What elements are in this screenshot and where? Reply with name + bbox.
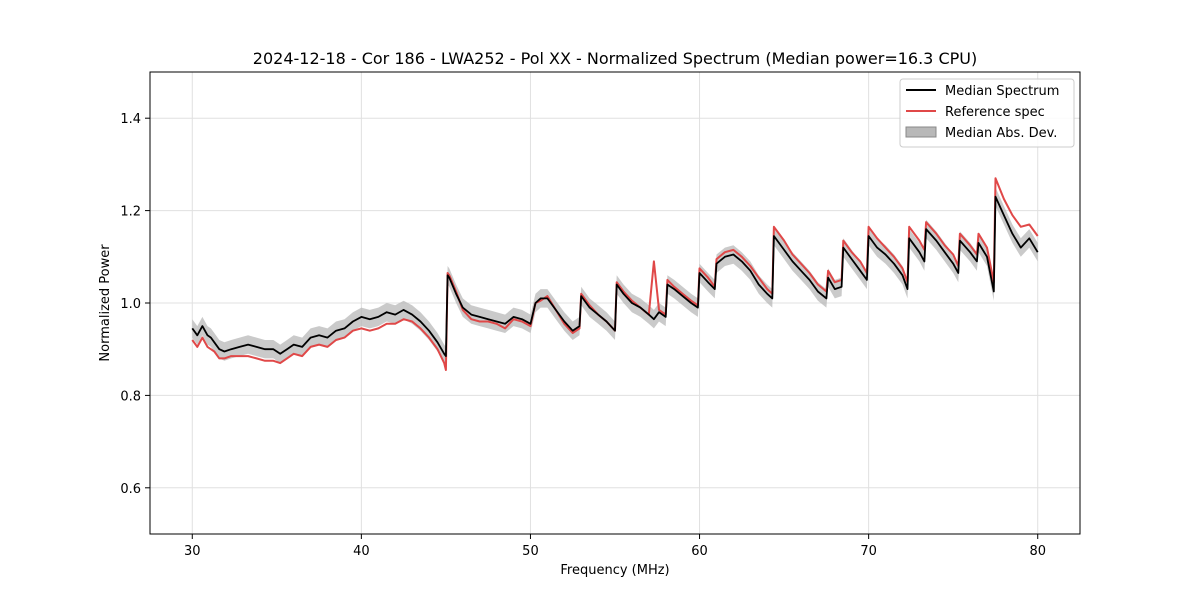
y-tick-label: 0.6 [120,482,141,497]
x-tick-label: 80 [1029,544,1046,559]
plot-area-marks [191,177,1039,371]
legend-median-label: Median Spectrum [945,84,1059,99]
x-tick-label: 60 [691,544,708,559]
x-tick-label: 30 [184,544,201,559]
legend-band-swatch [905,126,937,138]
y-axis-label: Normalized Power [98,244,113,362]
x-axis-label: Frequency (MHz) [560,563,669,578]
legend-box [899,78,1075,148]
y-tick-label: 1.0 [120,297,141,312]
x-axis-ticks: 30 40 50 60 70 80 [184,534,1046,559]
x-tick-label: 50 [522,544,539,559]
reference-spec-line [191,177,1039,371]
legend-reference-label: Reference spec [945,105,1045,120]
legend: Median Spectrum Reference spec Median Ab… [899,78,1075,148]
y-tick-label: 1.2 [120,205,141,220]
x-tick-label: 40 [353,544,370,559]
y-tick-label: 0.8 [120,389,141,404]
legend-band-label: Median Abs. Dev. [945,126,1057,141]
y-tick-label: 1.4 [120,112,141,127]
median-spectrum-line [191,195,1039,357]
chart-title: 2024-12-18 - Cor 186 - LWA252 - Pol XX -… [253,49,977,68]
y-axis-ticks: 0.6 0.8 1.0 1.2 1.4 [120,112,150,497]
x-tick-label: 70 [860,544,877,559]
